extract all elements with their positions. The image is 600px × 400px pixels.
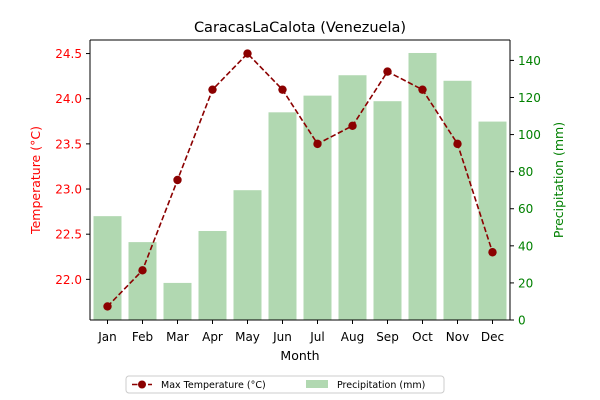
x-tick-label: Mar bbox=[166, 330, 189, 344]
x-axis-label: Month bbox=[280, 348, 319, 363]
y-right-tick-label: 100 bbox=[518, 128, 541, 142]
temperature-point-dec bbox=[488, 248, 497, 257]
temperature-point-jul bbox=[313, 139, 322, 149]
y-right-axis-label: Precipitation (mm) bbox=[551, 122, 566, 238]
temperature-point-oct bbox=[418, 85, 427, 94]
temperature-point-sep bbox=[383, 67, 392, 76]
y-left-tick-label: 22.5 bbox=[55, 228, 82, 242]
y-left-tick-label: 24.0 bbox=[55, 92, 82, 106]
temperature-point-may bbox=[243, 49, 252, 58]
x-tick-label: Apr bbox=[202, 330, 223, 344]
y-right-tick-label: 140 bbox=[518, 54, 541, 68]
precipitation-bar-mar bbox=[163, 282, 192, 320]
legend-label-temperature: Max Temperature (°C) bbox=[161, 380, 266, 391]
precipitation-bars bbox=[93, 52, 507, 320]
x-tick-label: Jan bbox=[97, 330, 117, 344]
precipitation-bar-sep bbox=[373, 101, 402, 320]
legend-bar-swatch bbox=[306, 380, 328, 388]
temperature-point-nov bbox=[453, 139, 462, 149]
chart-title: CaracasLaCalota (Venezuela) bbox=[194, 20, 406, 36]
temperature-series-line bbox=[106, 52, 494, 308]
precipitation-bar-apr bbox=[198, 230, 227, 320]
x-tick-label: Dec bbox=[481, 330, 504, 344]
x-tick-label: Aug bbox=[341, 330, 364, 344]
temperature-point-aug bbox=[348, 121, 357, 131]
temperature-line bbox=[103, 49, 497, 311]
x-tick-label: Feb bbox=[132, 330, 153, 344]
temperature-point-jun bbox=[278, 85, 287, 94]
x-tick-label: Sep bbox=[376, 330, 399, 344]
legend: Max Temperature (°C) Precipitation (mm) bbox=[125, 375, 445, 394]
x-tick-label: Nov bbox=[446, 330, 469, 344]
y-left-tick-label: 22.0 bbox=[55, 273, 82, 287]
legend-label-precipitation: Precipitation (mm) bbox=[337, 380, 425, 391]
precipitation-bar-jun bbox=[268, 112, 297, 320]
precipitation-bar-may bbox=[233, 190, 262, 320]
x-tick-label: Jun bbox=[272, 330, 292, 344]
x-tick-label: May bbox=[235, 330, 260, 344]
precipitation-bar-nov bbox=[443, 80, 472, 320]
legend-box bbox=[125, 375, 445, 394]
precipitation-bar-aug bbox=[338, 75, 367, 320]
y-right-tick-label: 0 bbox=[518, 314, 526, 328]
y-left-tick-label: 23.0 bbox=[55, 183, 82, 197]
x-tick-label: Oct bbox=[412, 330, 433, 344]
temperature-point-mar bbox=[173, 175, 182, 185]
temperature-point-jan bbox=[103, 302, 112, 311]
y-left-tick-label: 23.5 bbox=[55, 137, 82, 151]
x-tick-label: Jul bbox=[309, 330, 324, 344]
precipitation-bar-jul bbox=[303, 95, 332, 320]
y-right-tick-label: 60 bbox=[518, 202, 533, 216]
y-right-tick-label: 80 bbox=[518, 165, 533, 179]
temperature-point-apr bbox=[208, 85, 217, 94]
axes: Jan Feb Mar Apr May Jun Jul Aug Sep Oct Nov Dec 22.0… bbox=[55, 39, 541, 344]
y-right-tick-label: 20 bbox=[518, 276, 533, 290]
precipitation-bar-oct bbox=[408, 52, 437, 320]
y-right-tick-label: 40 bbox=[518, 239, 533, 253]
y-left-axis-label: Temperature (°C) bbox=[28, 126, 43, 235]
y-right-tick-label: 120 bbox=[518, 91, 541, 105]
y-left-tick-label: 24.5 bbox=[55, 47, 82, 61]
legend-marker-swatch bbox=[138, 380, 146, 389]
temperature-point-feb bbox=[138, 266, 147, 275]
